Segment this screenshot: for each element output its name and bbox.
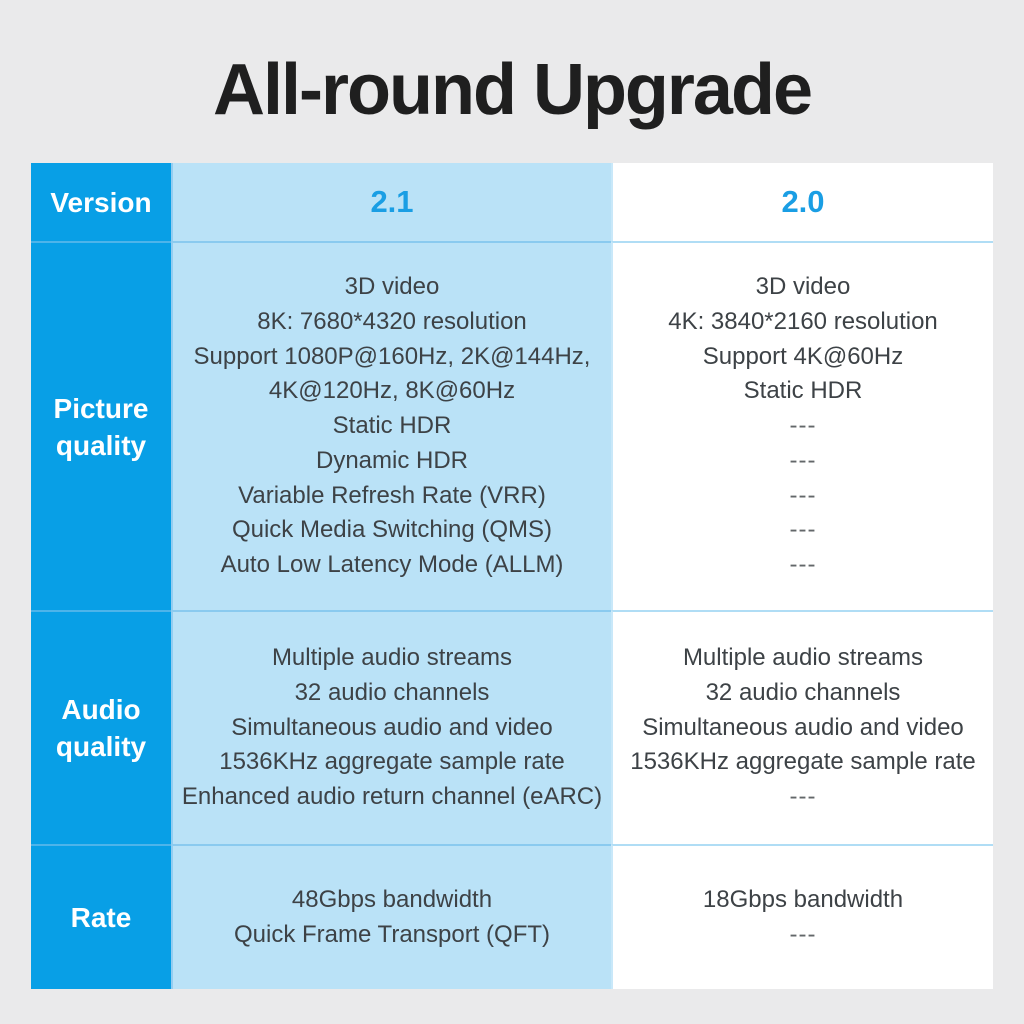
version-2-0-header-cell: 2.0 bbox=[611, 163, 993, 241]
feature-line: 18Gbps bandwidth bbox=[702, 885, 904, 913]
cell-picture-quality-2-0: 3D video 4K: 3840*2160 resolution Suppor… bbox=[611, 241, 993, 610]
row-label-line: Audio bbox=[61, 694, 141, 725]
row-label-rate: Rate bbox=[31, 844, 171, 989]
page-title: All-round Upgrade bbox=[213, 50, 813, 130]
dash-placeholder: --- bbox=[789, 783, 817, 811]
feature-line: Quick Media Switching (QMS) bbox=[231, 516, 553, 544]
feature-line: Multiple audio streams bbox=[682, 644, 924, 671]
row-label-line: Rate bbox=[70, 902, 132, 933]
feature-line: Simultaneous audio and video bbox=[231, 713, 553, 741]
comparison-table: Version 2.1 2.0 Picture quality 3D video… bbox=[31, 163, 993, 989]
feature-line: Quick Frame Transport (QFT) bbox=[233, 920, 551, 948]
dash-placeholder: --- bbox=[789, 412, 817, 440]
feature-line: 3D video bbox=[344, 272, 440, 300]
row-label-line: quality bbox=[55, 429, 147, 461]
feature-line: Auto Low Latency Mode (ALLM) bbox=[220, 551, 564, 579]
dash-placeholder: --- bbox=[789, 551, 817, 579]
row-label-line: quality bbox=[55, 731, 147, 762]
feature-line: 4K@120Hz, 8K@60Hz bbox=[268, 377, 516, 405]
feature-line: 32 audio channels bbox=[705, 678, 901, 706]
feature-line: Enhanced audio return channel (eARC) bbox=[181, 783, 603, 811]
feature-line: 1536KHz aggregate sample rate bbox=[219, 748, 565, 776]
row-label-audio-quality: Audio quality bbox=[31, 610, 171, 844]
version-2-1-header-cell: 2.1 bbox=[171, 163, 611, 241]
cell-audio-quality-2-0: Multiple audio streams 32 audio channels… bbox=[611, 610, 993, 844]
row-label-picture-quality: Picture quality bbox=[31, 241, 171, 610]
feature-line: Support 1080P@160Hz, 2K@144Hz, bbox=[193, 342, 591, 370]
cell-rate-2-1: 48Gbps bandwidth Quick Frame Transport (… bbox=[171, 844, 611, 989]
dash-placeholder: --- bbox=[789, 920, 817, 948]
feature-line: Dynamic HDR bbox=[315, 446, 468, 474]
version-header-cell: Version bbox=[31, 163, 171, 241]
cell-picture-quality-2-1: 3D video 8K: 7680*4320 resolution Suppor… bbox=[171, 241, 611, 610]
feature-line: Simultaneous audio and video bbox=[642, 713, 964, 741]
feature-line: Static HDR bbox=[332, 412, 452, 440]
dash-placeholder: --- bbox=[789, 516, 817, 544]
dash-placeholder: --- bbox=[789, 446, 817, 474]
feature-line: 3D video bbox=[755, 272, 851, 300]
feature-line: 8K: 7680*4320 resolution bbox=[257, 307, 527, 335]
dash-placeholder: --- bbox=[789, 481, 817, 509]
feature-line: Multiple audio streams bbox=[271, 644, 513, 671]
feature-line: Static HDR bbox=[743, 377, 863, 405]
cell-audio-quality-2-1: Multiple audio streams 32 audio channels… bbox=[171, 610, 611, 844]
feature-line: Support 4K@60Hz bbox=[702, 342, 904, 370]
feature-line: Variable Refresh Rate (VRR) bbox=[238, 481, 546, 509]
feature-line: 1536KHz aggregate sample rate bbox=[630, 748, 976, 776]
cell-rate-2-0: 18Gbps bandwidth --- bbox=[611, 844, 993, 989]
feature-line: 4K: 3840*2160 resolution bbox=[668, 307, 938, 335]
row-label-line: Picture bbox=[53, 392, 149, 424]
feature-line: 32 audio channels bbox=[294, 678, 490, 706]
feature-line: 48Gbps bandwidth bbox=[291, 885, 493, 913]
